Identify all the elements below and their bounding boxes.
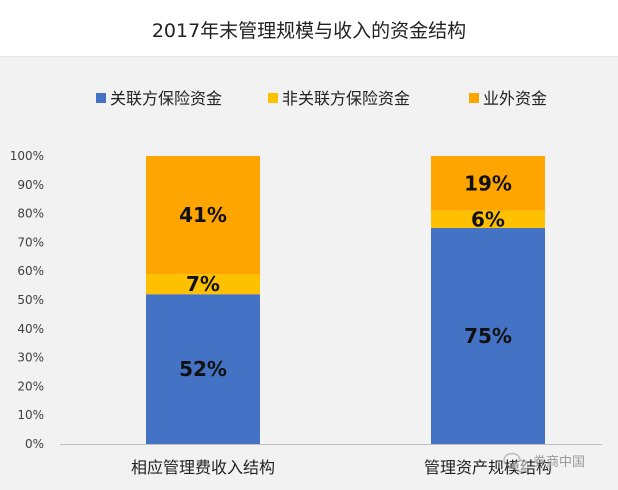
bar-segment (146, 274, 260, 295)
legend-label: 非关联方保险资金 (282, 89, 410, 108)
y-tick-label: 60% (17, 264, 44, 278)
data-label: 75% (464, 324, 512, 348)
y-tick-label: 80% (17, 207, 44, 221)
legend-swatch (268, 93, 278, 103)
y-tick-label: 40% (17, 322, 44, 336)
y-tick-label: 30% (17, 351, 44, 365)
data-label: 7% (186, 272, 220, 296)
y-tick-label: 20% (17, 379, 44, 393)
y-tick-label: 70% (17, 235, 44, 249)
y-tick-label: 90% (17, 178, 44, 192)
legend-swatch (469, 93, 479, 103)
data-label: 19% (464, 171, 512, 195)
title-bar: 2017年末管理规模与收入的资金结构 (0, 0, 618, 57)
wechat-icon (503, 452, 529, 473)
watermark-text: 券商中国 (533, 454, 585, 470)
x-category-label: 相应管理费收入结构 (131, 458, 275, 477)
data-label: 6% (471, 207, 505, 231)
bar-segment (146, 294, 260, 444)
y-tick-label: 50% (17, 293, 44, 307)
data-label: 52% (179, 357, 227, 381)
y-tick-label: 10% (17, 408, 44, 422)
legend-swatch (96, 93, 106, 103)
y-tick-label: 100% (10, 149, 44, 163)
legend-label: 关联方保险资金 (110, 89, 222, 108)
y-tick-label: 0% (25, 437, 44, 451)
legend-label: 业外资金 (483, 89, 547, 108)
data-label: 41% (179, 203, 227, 227)
bar-segment (146, 156, 260, 275)
bar-segment (431, 210, 545, 228)
chart-title: 2017年末管理规模与收入的资金结构 (151, 20, 467, 42)
bar-segment (431, 156, 545, 211)
bar-segment (431, 228, 545, 444)
